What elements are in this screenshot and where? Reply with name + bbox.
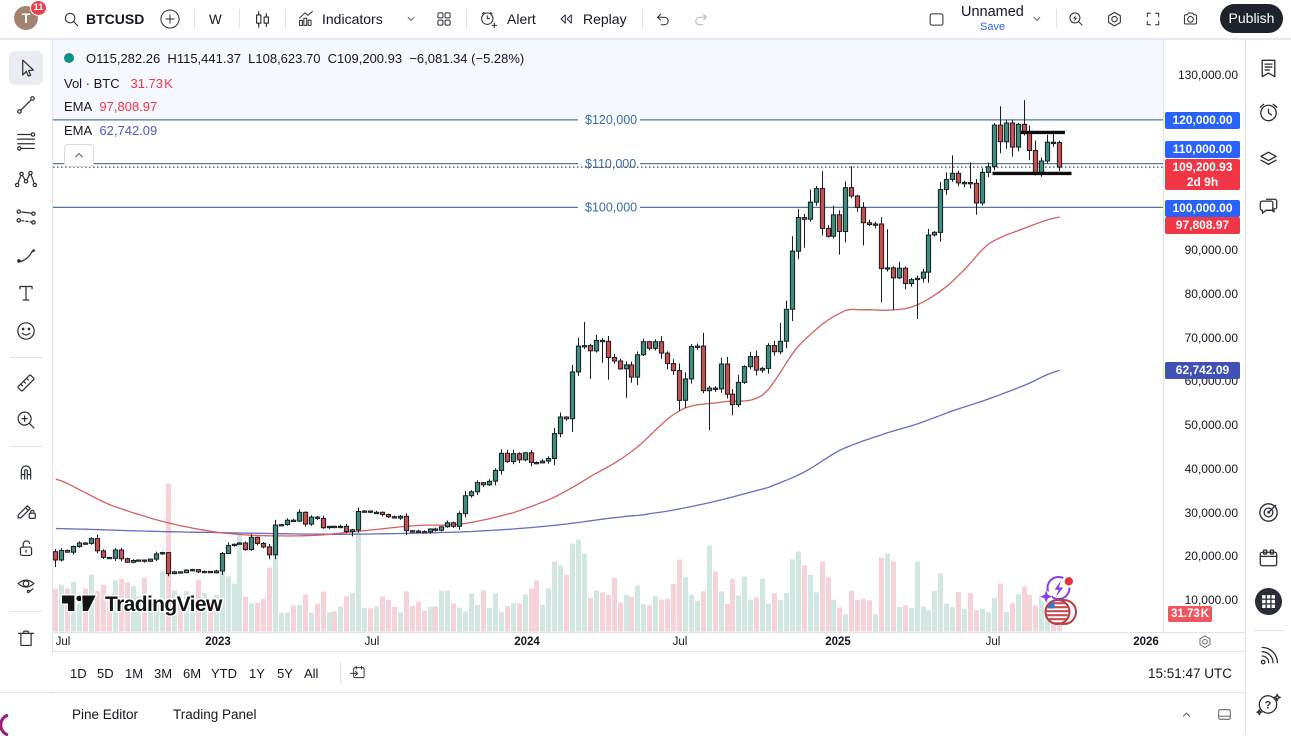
svg-text:$110,000: $110,000 [585, 157, 636, 171]
svg-text:?: ? [1265, 699, 1271, 711]
svg-text:TradingView: TradingView [105, 593, 223, 616]
svg-text:$100,000: $100,000 [585, 201, 637, 215]
svg-text:$120,000: $120,000 [585, 113, 637, 127]
